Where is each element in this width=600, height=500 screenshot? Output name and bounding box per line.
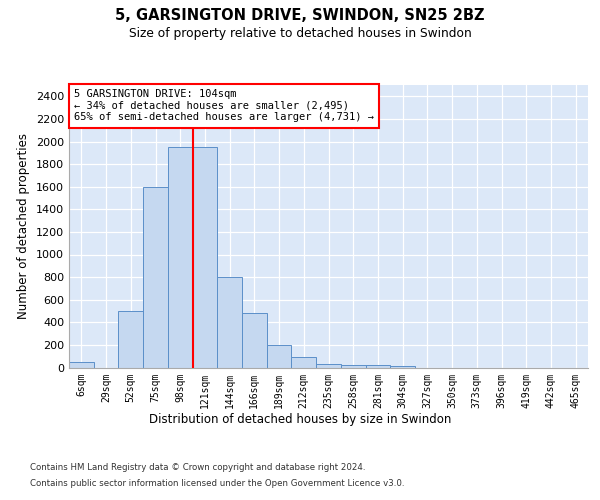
Bar bbox=[168, 147, 193, 368]
Bar bbox=[118, 311, 143, 368]
Text: 5, GARSINGTON DRIVE, SWINDON, SN25 2BZ: 5, GARSINGTON DRIVE, SWINDON, SN25 2BZ bbox=[115, 8, 485, 22]
Text: Size of property relative to detached houses in Swindon: Size of property relative to detached ho… bbox=[128, 28, 472, 40]
Bar bbox=[292, 358, 316, 368]
Bar bbox=[217, 277, 242, 368]
Bar bbox=[316, 364, 341, 368]
Text: 5 GARSINGTON DRIVE: 104sqm
← 34% of detached houses are smaller (2,495)
65% of s: 5 GARSINGTON DRIVE: 104sqm ← 34% of deta… bbox=[74, 89, 374, 122]
Bar bbox=[242, 314, 267, 368]
Bar bbox=[143, 186, 168, 368]
Bar bbox=[69, 362, 94, 368]
Text: Distribution of detached houses by size in Swindon: Distribution of detached houses by size … bbox=[149, 412, 451, 426]
Text: Contains HM Land Registry data © Crown copyright and database right 2024.: Contains HM Land Registry data © Crown c… bbox=[30, 464, 365, 472]
Bar bbox=[267, 345, 292, 368]
Bar bbox=[193, 147, 217, 368]
Text: Contains public sector information licensed under the Open Government Licence v3: Contains public sector information licen… bbox=[30, 478, 404, 488]
Bar bbox=[365, 365, 390, 368]
Y-axis label: Number of detached properties: Number of detached properties bbox=[17, 133, 31, 320]
Bar bbox=[390, 366, 415, 368]
Bar bbox=[341, 364, 365, 368]
